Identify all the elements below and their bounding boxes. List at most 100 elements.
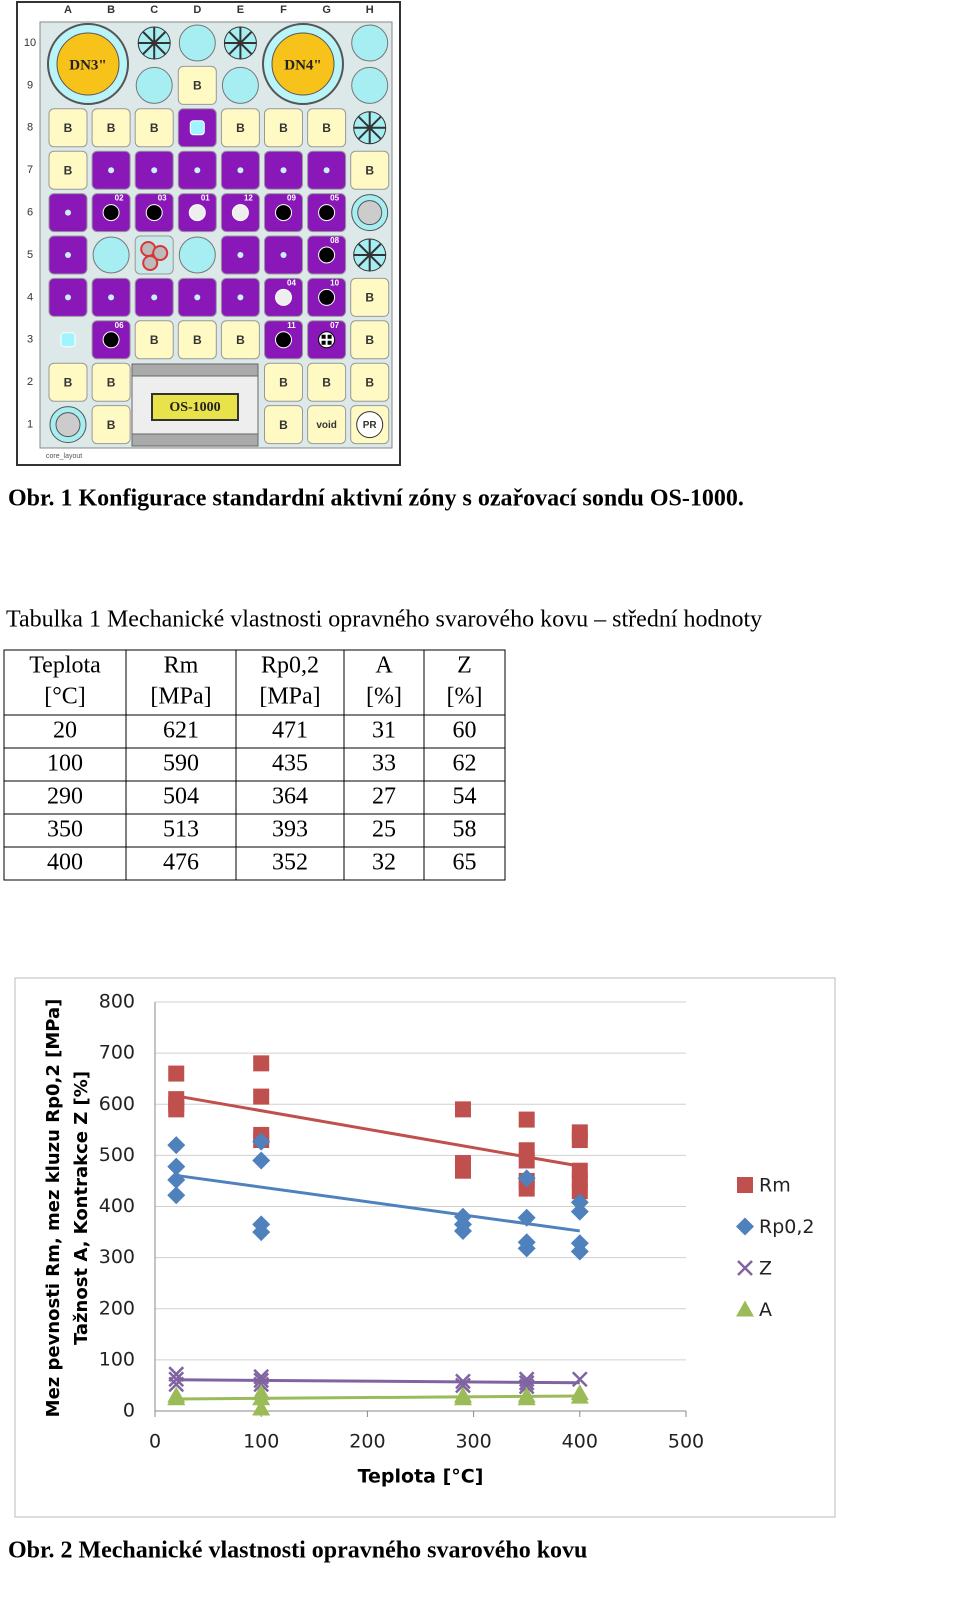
core-cell [177, 320, 217, 360]
table-header: [MPa] [150, 684, 211, 710]
table-cell: 400 [47, 850, 83, 876]
core-element [60, 332, 76, 348]
row-label: 3 [27, 334, 33, 346]
core-element [318, 331, 336, 349]
data-point [168, 1101, 185, 1118]
core-element [318, 204, 336, 222]
table-cell: 350 [47, 817, 83, 843]
trend-line [176, 1394, 580, 1401]
row-label: 9 [27, 79, 33, 91]
core-element [321, 334, 332, 345]
fuel-number: 05 [330, 194, 339, 203]
table-caption: Tabulka 1 Mechanické vlastnosti opravnéh… [6, 607, 762, 633]
data-point [252, 1389, 271, 1406]
fuel-number: 12 [244, 194, 253, 203]
trend-line [176, 1378, 580, 1385]
data-point [517, 1389, 536, 1406]
data-point [454, 1162, 471, 1179]
core-element [151, 167, 158, 174]
column-label: B [107, 4, 115, 16]
column-label: C [150, 4, 158, 16]
core-element [102, 331, 120, 349]
core-element [145, 204, 163, 222]
y-axis-title: Mez pevnosti Rm, mez kluzu Rp0,2 [MPa] [43, 999, 64, 1418]
core-element [108, 294, 115, 301]
cell-label: B [64, 121, 73, 135]
core-element [323, 167, 330, 174]
y-axis-title: Tažnost A, Kontrakce Z [%] [71, 1071, 92, 1345]
core-element [280, 167, 287, 174]
table-header: Z [457, 653, 472, 679]
chart-frame [14, 977, 836, 1518]
core-element [65, 294, 71, 301]
core-element [356, 411, 384, 439]
data-point [518, 1371, 535, 1388]
trend-line [175, 1094, 581, 1168]
core-cell [264, 405, 303, 445]
fuel-number: 06 [115, 321, 124, 330]
data-point [455, 1373, 471, 1390]
data-point [253, 1055, 270, 1072]
core-element [194, 167, 201, 174]
data-point [253, 1372, 270, 1389]
core-cell [264, 362, 303, 402]
table-cell: 435 [272, 751, 308, 777]
core-element [92, 236, 130, 274]
cell-label: B [64, 375, 73, 389]
fuel-number: 03 [158, 194, 167, 203]
cell-label: B [279, 121, 288, 135]
fuel-number: 07 [330, 321, 339, 330]
y-tick-label: 800 [99, 991, 135, 1013]
table-header: [MPa] [259, 684, 320, 710]
data-point [252, 1132, 271, 1151]
data-point [168, 1371, 185, 1388]
table-header: [%] [447, 684, 483, 710]
core-element [237, 294, 244, 301]
table-cell: 471 [272, 718, 308, 744]
table-header: Rm [164, 653, 199, 679]
data-point [570, 1202, 589, 1221]
table-header: Rp0,2 [261, 653, 319, 679]
core-cell [91, 362, 131, 402]
core-element [224, 27, 257, 59]
table-cell: 513 [163, 817, 199, 843]
core-element [231, 204, 249, 222]
table-header: Teplota [29, 653, 101, 679]
table-cell: 100 [47, 751, 83, 777]
fuel-number: 09 [287, 194, 296, 203]
data-point [570, 1193, 589, 1212]
x-axis-title: Teplota [°C] [358, 1466, 484, 1488]
probe-body [151, 393, 239, 421]
cell-label: B [322, 375, 331, 389]
cell-label: B [322, 121, 331, 135]
y-tick-label: 0 [123, 1400, 135, 1422]
core-element [108, 167, 115, 174]
y-tick-label: 400 [99, 1195, 135, 1217]
row-label: 6 [27, 207, 33, 219]
cell-label: B [236, 333, 245, 347]
x-tick-label: 100 [243, 1431, 279, 1453]
channel-label: DN3" [69, 57, 107, 73]
cell-label: B [150, 333, 159, 347]
core-element [151, 294, 158, 301]
core-element [65, 209, 71, 216]
core-cell [91, 405, 131, 445]
core-element [135, 66, 173, 104]
core-element [189, 120, 205, 136]
table-cell: 590 [163, 751, 199, 777]
data-point [168, 1065, 185, 1082]
column-label: G [322, 4, 331, 16]
core-cell [350, 320, 390, 360]
core-element [152, 245, 169, 261]
core-element [221, 66, 259, 104]
table-cell: 65 [453, 850, 477, 876]
legend-marker [736, 1217, 754, 1236]
channel-inner [56, 32, 120, 96]
table-header: [°C] [44, 684, 86, 710]
data-point [453, 1222, 472, 1241]
data-point [571, 1371, 588, 1388]
row-label: 4 [27, 291, 33, 303]
core-element [178, 24, 216, 62]
legend-marker [737, 1260, 753, 1276]
row-label: 5 [27, 249, 33, 261]
